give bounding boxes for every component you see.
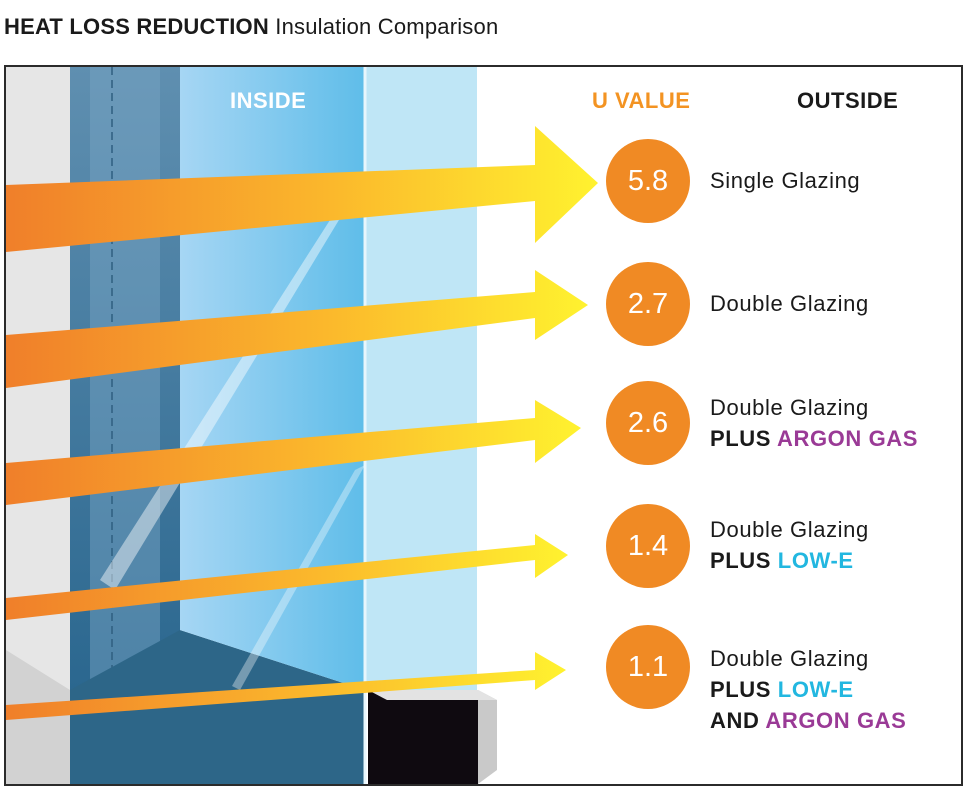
low-e-text: LOW-E: [777, 548, 854, 573]
u-value-circle: 2.6: [606, 381, 690, 465]
u-value-circle: 2.7: [606, 262, 690, 346]
outer-sill-side: [478, 690, 497, 784]
label-text: Double Glazing: [710, 395, 869, 420]
frame-bottom: [70, 630, 365, 784]
label-line: Double Glazing: [710, 392, 918, 423]
label-text: Single Glazing: [710, 168, 861, 193]
low-e-text: LOW-E: [777, 677, 854, 702]
label-text: Double Glazing: [710, 291, 869, 316]
label-line: PLUS LOW-E: [710, 674, 906, 705]
page-title: HEAT LOSS REDUCTION Insulation Compariso…: [4, 14, 498, 40]
label-line: Double Glazing: [710, 643, 906, 674]
label-line: AND ARGON GAS: [710, 705, 906, 736]
u-value-circle: 1.1: [606, 625, 690, 709]
label-text: PLUS: [710, 548, 778, 573]
label-inside: INSIDE: [230, 88, 307, 113]
outer-sill-top: [368, 690, 497, 700]
heat-arrow-1-4: [6, 534, 568, 620]
row-label-double-low-e-argon: Double Glazing PLUS LOW-E AND ARGON GAS: [710, 643, 906, 736]
u-value-circle: 5.8: [606, 139, 690, 223]
label-line: Double Glazing: [710, 514, 869, 545]
row-label-double-low-e: Double Glazing PLUS LOW-E: [710, 514, 869, 576]
page-title-strong: HEAT LOSS REDUCTION: [4, 14, 269, 39]
heat-arrow-5-8: [6, 126, 598, 252]
label-line: PLUS LOW-E: [710, 545, 869, 576]
argon-gas-text: ARGON GAS: [776, 426, 919, 451]
spacer-block: [368, 690, 478, 784]
row-label-double-argon: Double Glazing PLUS ARGON GAS: [710, 392, 918, 454]
label-line: PLUS ARGON GAS: [710, 423, 918, 454]
heat-arrow-2-7: [6, 270, 588, 388]
label-line: Single Glazing: [710, 165, 860, 196]
label-text: AND: [710, 708, 766, 733]
label-text: Double Glazing: [710, 646, 869, 671]
label-text: PLUS: [710, 426, 777, 451]
label-line: Double Glazing: [710, 288, 869, 319]
heat-arrow-1-1: [6, 652, 566, 720]
argon-gas-text: ARGON GAS: [765, 708, 907, 733]
label-text: PLUS: [710, 677, 778, 702]
label-u-value: U VALUE: [592, 88, 691, 113]
u-value-circle: 1.4: [606, 504, 690, 588]
row-label-single-glazing: Single Glazing: [710, 165, 860, 196]
page-title-rest: Insulation Comparison: [268, 14, 499, 39]
glass-reflection: [100, 210, 345, 590]
heat-arrow-2-6: [6, 400, 581, 505]
label-outside: OUTSIDE: [797, 88, 899, 113]
outer-glass-pane: [365, 67, 477, 690]
row-label-double-glazing: Double Glazing: [710, 288, 869, 319]
label-text: Double Glazing: [710, 517, 869, 542]
